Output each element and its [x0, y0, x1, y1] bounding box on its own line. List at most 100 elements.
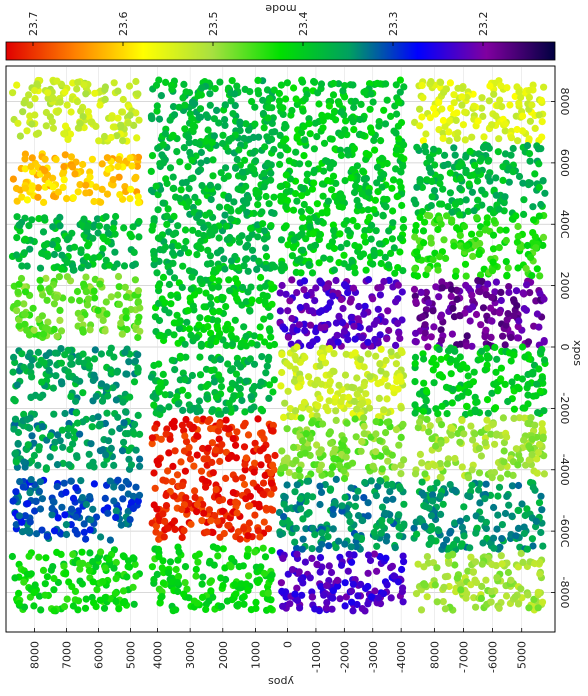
data-point: [209, 469, 217, 477]
data-point: [524, 391, 532, 399]
data-point: [246, 88, 254, 96]
data-point: [219, 581, 227, 590]
data-point: [421, 329, 429, 337]
data-point: [308, 554, 316, 563]
data-point: [496, 309, 504, 317]
data-point: [470, 207, 478, 215]
data-point: [63, 258, 71, 266]
data-point: [227, 563, 235, 571]
data-point: [387, 249, 395, 257]
data-point: [481, 495, 489, 503]
data-point: [439, 129, 447, 137]
data-point: [176, 158, 184, 166]
data-point: [120, 224, 128, 232]
data-point: [492, 368, 500, 376]
data-point: [62, 530, 71, 539]
data-point: [43, 296, 51, 304]
data-point: [92, 513, 101, 521]
data-point: [112, 513, 120, 522]
data-point: [263, 292, 271, 300]
data-point: [97, 548, 105, 556]
data-point: [127, 233, 136, 241]
data-point: [293, 343, 301, 351]
data-point: [326, 377, 334, 385]
data-point: [315, 100, 323, 108]
data-point: [225, 425, 233, 433]
data-point: [109, 181, 117, 189]
data-point: [231, 580, 239, 589]
data-point: [181, 376, 189, 384]
data-point: [244, 532, 252, 540]
data-point: [207, 195, 215, 204]
data-point: [50, 300, 59, 308]
data-point: [515, 385, 523, 393]
data-point: [439, 134, 447, 142]
data-point: [278, 350, 286, 358]
data-point: [321, 157, 330, 165]
data-point: [169, 462, 177, 470]
data-point: [461, 108, 469, 116]
data-point: [353, 390, 361, 398]
data-point: [74, 188, 82, 196]
data-point: [56, 222, 64, 230]
data-point: [285, 468, 293, 477]
data-point: [538, 118, 546, 126]
data-point: [473, 214, 481, 222]
colorbar-tick-label: 23.2: [477, 12, 490, 37]
data-point: [514, 461, 522, 469]
data-point: [419, 137, 427, 145]
data-point: [249, 479, 257, 487]
data-point: [421, 470, 429, 478]
data-point: [329, 594, 337, 602]
data-point: [295, 321, 303, 329]
data-point: [102, 213, 110, 221]
data-point: [104, 509, 112, 517]
data-point: [319, 219, 327, 227]
data-point: [358, 516, 366, 525]
data-point: [509, 144, 517, 153]
data-point: [23, 196, 31, 204]
data-point: [439, 500, 447, 508]
data-point: [110, 79, 118, 87]
data-point: [23, 127, 31, 135]
data-point: [329, 587, 337, 595]
data-point: [496, 96, 504, 104]
data-point: [453, 109, 461, 117]
data-point: [134, 365, 142, 373]
data-point: [209, 406, 217, 414]
data-point: [238, 168, 247, 176]
data-point: [443, 212, 451, 220]
data-point: [284, 333, 292, 341]
data-point: [429, 256, 437, 264]
data-point: [429, 497, 437, 505]
data-point: [169, 259, 177, 267]
data-point: [264, 104, 272, 112]
data-point: [448, 208, 456, 216]
data-point: [217, 410, 225, 418]
data-point: [180, 590, 188, 598]
data-point: [76, 430, 84, 438]
data-point: [241, 408, 249, 416]
data-point: [387, 348, 395, 356]
data-point: [276, 182, 284, 191]
data-point: [486, 177, 494, 185]
data-point: [341, 126, 349, 134]
data-point: [306, 321, 315, 329]
data-point: [195, 550, 203, 558]
data-point: [217, 169, 225, 177]
data-point: [40, 198, 48, 206]
data-point: [400, 500, 408, 508]
data-point: [468, 342, 476, 350]
data-point: [193, 251, 201, 259]
data-point: [10, 425, 18, 433]
data-point: [347, 484, 355, 492]
data-point: [221, 564, 229, 572]
data-point: [340, 467, 348, 475]
data-point: [114, 291, 122, 299]
data-point: [282, 203, 290, 211]
data-point: [232, 164, 240, 172]
data-point: [225, 276, 233, 284]
data-point: [211, 224, 219, 232]
data-point: [482, 326, 490, 334]
data-point: [251, 548, 259, 556]
